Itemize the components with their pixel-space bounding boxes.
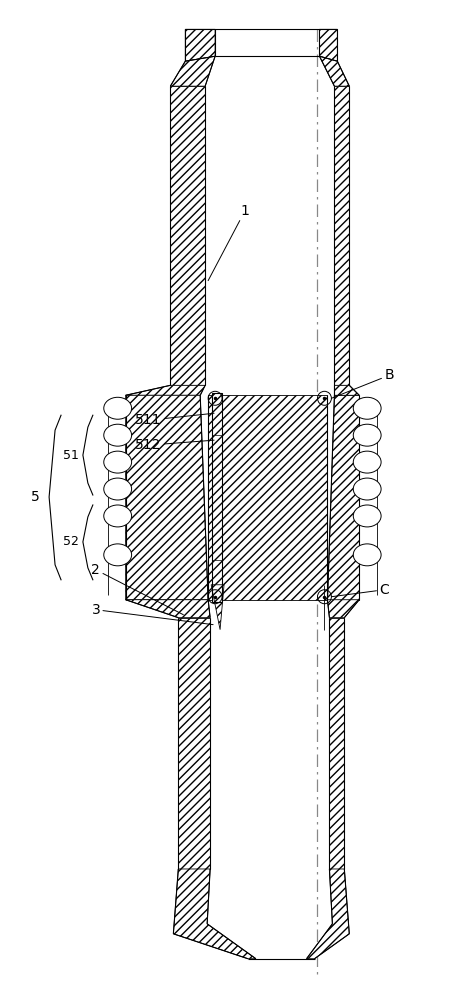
- Text: 5: 5: [31, 490, 40, 504]
- Polygon shape: [211, 585, 224, 630]
- Text: 2: 2: [92, 563, 183, 615]
- Polygon shape: [306, 869, 349, 959]
- Ellipse shape: [353, 544, 381, 566]
- Polygon shape: [173, 869, 256, 959]
- Text: 51: 51: [63, 449, 79, 462]
- Ellipse shape: [104, 505, 132, 527]
- Text: 3: 3: [92, 603, 213, 625]
- Polygon shape: [329, 618, 344, 869]
- Text: 1: 1: [208, 204, 249, 281]
- Ellipse shape: [353, 478, 381, 500]
- Polygon shape: [327, 395, 359, 600]
- Polygon shape: [126, 385, 205, 395]
- Ellipse shape: [104, 397, 132, 419]
- Polygon shape: [327, 600, 359, 618]
- Ellipse shape: [353, 424, 381, 446]
- Polygon shape: [178, 618, 210, 869]
- Polygon shape: [126, 600, 210, 618]
- Polygon shape: [212, 393, 222, 435]
- Polygon shape: [170, 56, 215, 86]
- Ellipse shape: [104, 544, 132, 566]
- Polygon shape: [334, 86, 349, 385]
- Ellipse shape: [353, 451, 381, 473]
- Text: 52: 52: [63, 535, 79, 548]
- Polygon shape: [170, 86, 205, 385]
- Ellipse shape: [104, 424, 132, 446]
- Polygon shape: [185, 29, 215, 61]
- Text: 512: 512: [135, 438, 214, 452]
- Polygon shape: [334, 385, 359, 395]
- Text: 511: 511: [135, 413, 214, 427]
- Ellipse shape: [353, 505, 381, 527]
- Ellipse shape: [104, 478, 132, 500]
- Polygon shape: [208, 395, 327, 600]
- Polygon shape: [126, 395, 208, 600]
- Polygon shape: [319, 56, 349, 86]
- Ellipse shape: [104, 451, 132, 473]
- Text: B: B: [332, 368, 394, 398]
- Polygon shape: [319, 29, 338, 61]
- Text: C: C: [332, 583, 389, 597]
- Ellipse shape: [353, 397, 381, 419]
- Polygon shape: [212, 560, 222, 602]
